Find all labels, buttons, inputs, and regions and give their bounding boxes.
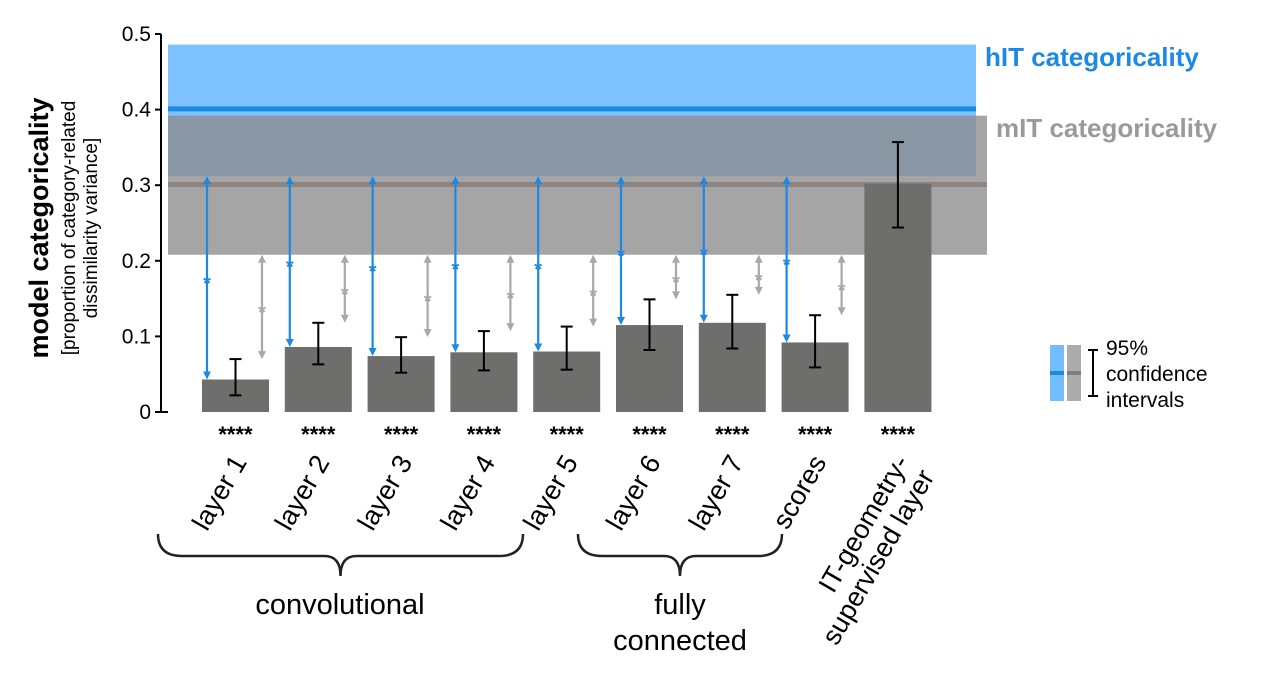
- mit-diff-arrow-head-top: [506, 254, 515, 263]
- mit-diff-arrow-head-top: [258, 254, 266, 263]
- mit-diff-arrow-head-top: [672, 254, 680, 263]
- hit-diff-arrow-star: *: [700, 244, 708, 266]
- y-tick-label: 0.4: [122, 99, 152, 122]
- hit-diff-arrow-star: *: [286, 257, 294, 279]
- x-tick-label: layer 3: [352, 450, 419, 535]
- significance-label: ****: [632, 422, 667, 447]
- mit-diff-arrow-head-bottom: [423, 329, 432, 338]
- mit-diff-arrow-star: *: [507, 288, 515, 310]
- hit-label: hIT categoricality: [985, 42, 1199, 72]
- hit-diff-arrow-head-bottom: [534, 343, 543, 352]
- x-tick-label-line: layer 3: [352, 450, 419, 535]
- hit-diff-arrow-star: *: [783, 254, 791, 276]
- difference-arrows: * * * * * * * * * * * * * * * *: [203, 176, 846, 380]
- hit-diff-arrow-head-bottom: [699, 314, 708, 323]
- mit-diff-arrow-head-bottom: [506, 323, 515, 332]
- fully-connected-brace: [576, 533, 784, 577]
- y-tick-label: 0.2: [122, 250, 151, 273]
- mit-diff-arrow-head-bottom: [258, 351, 266, 360]
- hit-diff-arrow-head-top: [368, 176, 377, 185]
- legend-text-line: intervals: [1106, 389, 1184, 412]
- mit-diff-arrow-star: *: [755, 270, 763, 292]
- mit-diff-arrow-star: *: [672, 272, 680, 294]
- significance-label: ****: [301, 422, 336, 447]
- mit-diff-arrow-head-top: [589, 254, 598, 263]
- x-tick-label: layer 2: [269, 450, 336, 535]
- hit-diff-arrow-head-top: [534, 176, 543, 185]
- y-axis: 0 0.1 0.2 0.3 0.4 0.5: [122, 23, 168, 424]
- mit-diff-arrow-head-top: [837, 254, 846, 263]
- group-label-convolutional: convolutional: [255, 589, 424, 621]
- x-tick-label: layer 7: [683, 450, 750, 535]
- x-tick-label: layer 6: [600, 450, 667, 535]
- x-tick-label: layer 4: [435, 450, 502, 535]
- hit-diff-arrow-head-bottom: [203, 371, 211, 380]
- x-tick-label-line: layer 6: [600, 450, 667, 535]
- x-tick-label-line: scores: [767, 450, 833, 534]
- hit-diff-arrow-head-bottom: [451, 344, 460, 353]
- reference-bands: [168, 44, 987, 255]
- mit-diff-arrow-star: *: [258, 302, 266, 324]
- mit-diff-arrow-star: *: [424, 291, 432, 313]
- significance-label: ****: [798, 422, 833, 447]
- significance-label: ****: [467, 422, 502, 447]
- legend-text-line: confidence: [1106, 363, 1208, 386]
- mit-diff-arrow-star: *: [341, 284, 349, 306]
- mit-diff-arrow-head-bottom: [589, 318, 598, 327]
- group-label-fully-connected: connected: [613, 625, 747, 657]
- mit-diff-arrow-head-bottom: [672, 291, 680, 300]
- significance-label: ****: [550, 422, 585, 447]
- mit-diff-arrow-head-top: [340, 254, 349, 263]
- legend: 95% confidence intervals: [1050, 337, 1208, 412]
- significance-label: ****: [218, 422, 253, 447]
- legend-text-line: 95%: [1106, 337, 1148, 360]
- hit-diff-arrow-head-bottom: [617, 317, 625, 326]
- hit-diff-arrow-head-bottom: [285, 338, 294, 347]
- x-tick-label-line: layer 5: [517, 450, 584, 535]
- y-tick-label: 0: [139, 401, 151, 424]
- significance-label: ****: [715, 422, 750, 447]
- hit-diff-arrow-head-top: [699, 176, 708, 185]
- mit-diff-arrow-head-bottom: [754, 286, 763, 295]
- hit-diff-arrow-star: *: [452, 259, 460, 281]
- hit-diff-arrow-head-bottom: [782, 334, 791, 343]
- significance-label: ****: [384, 422, 419, 447]
- y-axis-subtitle-line: dissimilarity variance]: [81, 138, 102, 319]
- mit-diff-arrow-star: *: [589, 286, 597, 308]
- mit-label: mIT categoricality: [996, 113, 1218, 143]
- group-label-fully-connected: fully: [654, 589, 706, 621]
- mit-diff-arrow-head-top: [423, 254, 432, 263]
- hit-diff-arrow-star: *: [203, 273, 211, 295]
- hit-diff-arrow-star: *: [617, 246, 625, 268]
- hit-diff-arrow-star: *: [534, 259, 542, 281]
- mit-diff-arrow-head-bottom: [837, 307, 846, 316]
- hit-diff-arrow-head-top: [451, 176, 460, 185]
- hit-diff-arrow-head-bottom: [368, 348, 377, 357]
- x-tick-label: scores: [767, 450, 833, 534]
- mit-diff-arrow-head-bottom: [340, 314, 349, 323]
- bars: [202, 141, 932, 412]
- hit-diff-arrow-star: *: [369, 261, 377, 283]
- hit-diff-arrow-head-top: [782, 176, 791, 185]
- y-tick-label: 0.3: [122, 174, 151, 197]
- y-tick-label: 0.1: [122, 325, 151, 348]
- hit-diff-arrow-head-top: [285, 176, 294, 185]
- significance-label: ****: [881, 422, 916, 447]
- convolutional-brace: [156, 533, 525, 577]
- y-tick-label: 0.5: [122, 23, 151, 46]
- y-axis-subtitle-line: [proportion of category-related: [59, 101, 80, 356]
- mit-diff-arrow-head-top: [754, 254, 763, 263]
- x-tick-label-line: layer 7: [683, 450, 750, 535]
- x-tick-label: layer 5: [517, 450, 584, 535]
- x-tick-label: layer 1: [186, 450, 253, 535]
- y-axis-title: model categoricality: [24, 97, 54, 358]
- x-tick-label-line: layer 2: [269, 450, 336, 535]
- x-tick-label-line: layer 4: [435, 450, 502, 535]
- hit-diff-arrow-head-top: [203, 176, 211, 185]
- mit-diff-arrow-star: *: [838, 280, 846, 302]
- hit-diff-arrow-head-top: [617, 176, 625, 185]
- x-tick-label-line: layer 1: [186, 450, 253, 535]
